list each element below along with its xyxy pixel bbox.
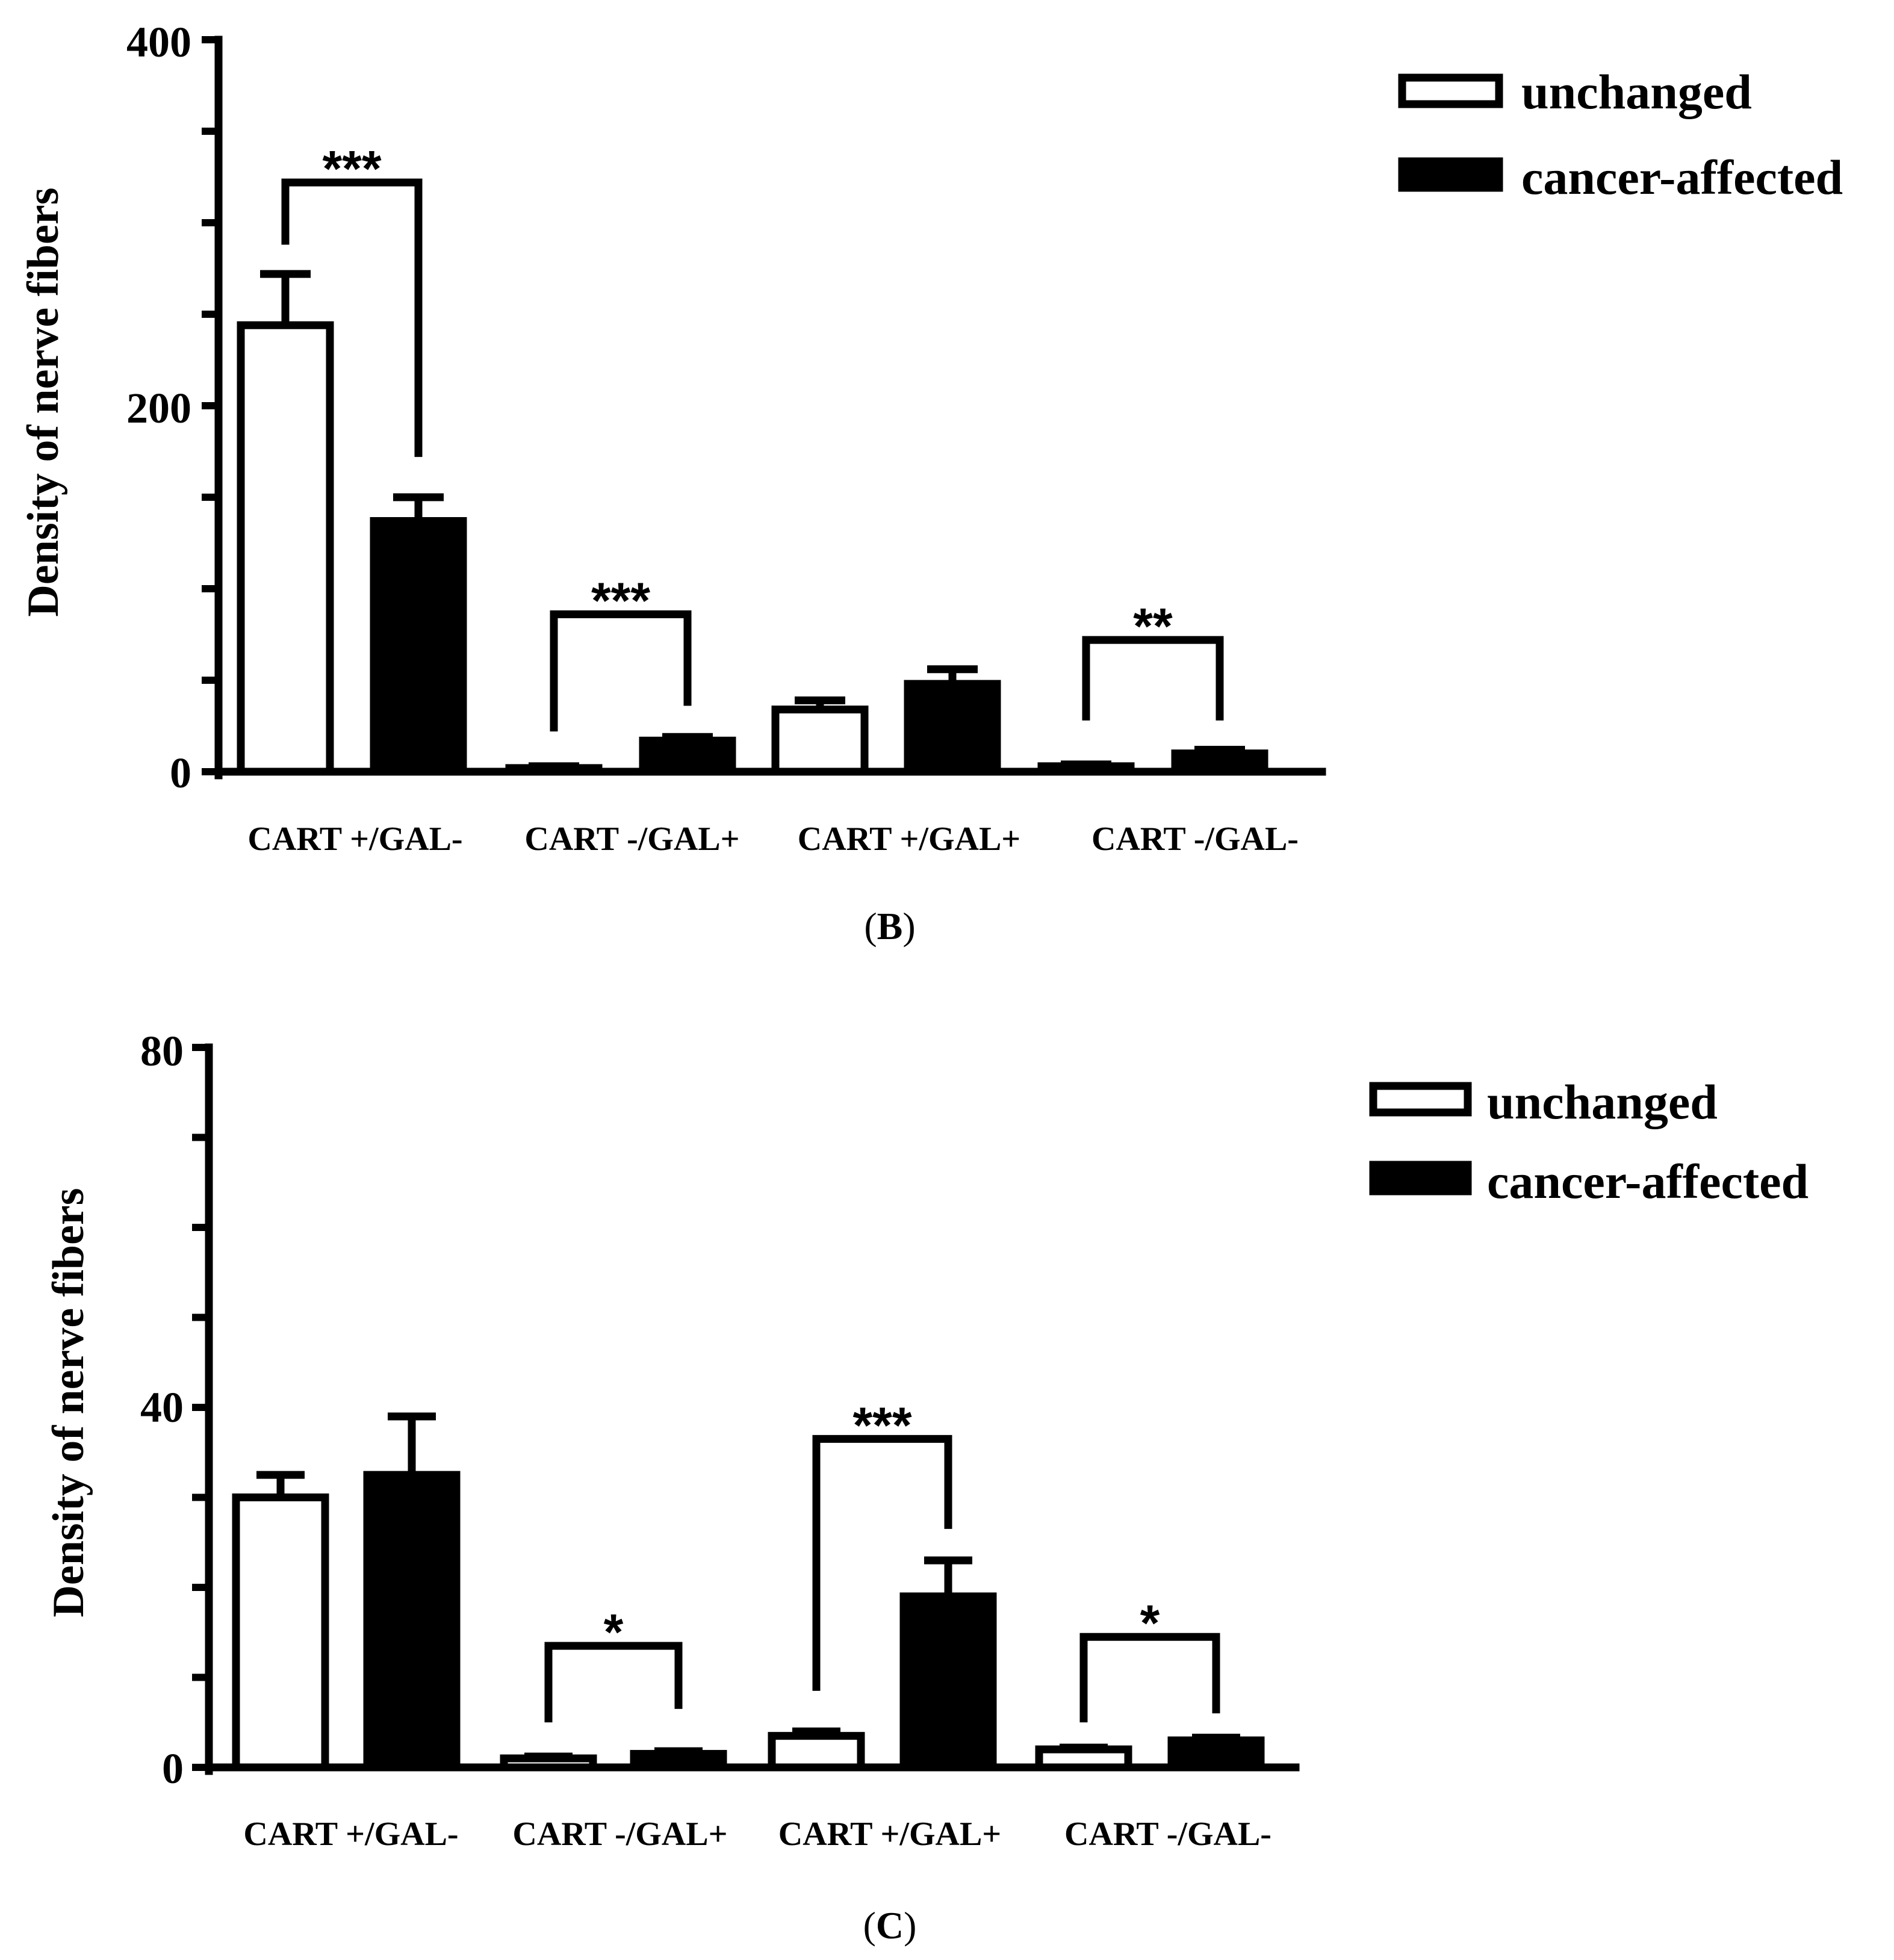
significance-label: * xyxy=(604,1604,624,1660)
bar-cancer-affected xyxy=(363,1471,461,1772)
legend-swatch-cancer-affected xyxy=(1398,157,1503,192)
error-bars xyxy=(256,1412,1240,1761)
y-tick-label: 200 xyxy=(126,384,191,432)
category-label: CART -/GAL+ xyxy=(512,1816,727,1853)
legend-label: unchanged xyxy=(1487,1075,1718,1129)
error-bars xyxy=(260,270,1245,771)
significance-brackets: ***** xyxy=(544,1397,1220,1723)
y-axis-title: Density of nerve fibers xyxy=(19,187,68,616)
bar-cancer-affected xyxy=(1167,1736,1265,1772)
significance-bracket xyxy=(550,610,692,732)
significance-bracket xyxy=(1082,636,1224,721)
significance-label: *** xyxy=(852,1397,911,1453)
significance-bracket xyxy=(544,1642,683,1723)
y-tick-label: 80 xyxy=(140,1027,184,1075)
significance-bracket xyxy=(1079,1633,1220,1723)
significance-brackets: ****** ** xyxy=(281,140,1224,732)
bar-marks xyxy=(237,321,1268,776)
bar-unchanged xyxy=(768,1732,865,1772)
legend-swatch-unchanged xyxy=(1369,1082,1472,1117)
category-label: CART +/GAL- xyxy=(243,1816,458,1853)
bar-unchanged xyxy=(232,1493,329,1772)
chart-panel-b: ****** ** 400 200 0 Density of nerve fibe… xyxy=(19,18,1843,947)
significance-bracket xyxy=(281,178,423,457)
category-label: CART -/GAL- xyxy=(1091,820,1299,858)
category-label: CART +/GAL- xyxy=(247,820,462,858)
bar-cancer-affected xyxy=(639,736,736,776)
category-label: CART +/GAL+ xyxy=(798,820,1020,858)
y-tick-label: 0 xyxy=(162,1744,184,1793)
bar-unchanged xyxy=(771,706,869,776)
panel-caption: (C) xyxy=(863,1904,917,1947)
y-tick-label: 0 xyxy=(170,749,191,797)
y-tick-label: 40 xyxy=(140,1383,184,1431)
bar-marks xyxy=(232,1471,1265,1772)
bar-cancer-affected xyxy=(370,517,467,776)
category-label: CART -/GAL- xyxy=(1064,1816,1271,1853)
significance-bracket xyxy=(812,1434,952,1691)
legend: unchanged cancer-affected xyxy=(1369,1075,1809,1209)
legend-label: unchanged xyxy=(1521,64,1752,119)
panel-caption: (B) xyxy=(864,905,915,947)
bar-cancer-affected xyxy=(904,680,1001,776)
category-label: CART -/GAL+ xyxy=(524,820,739,858)
y-axis-title: Density of nerve fibers xyxy=(44,1188,93,1617)
significance-label: *** xyxy=(322,140,381,197)
bar-unchanged xyxy=(237,321,334,776)
chart-panel-c: ***** 80 40 0 Density of nerve fibers CA… xyxy=(44,1027,1809,1947)
significance-label: * xyxy=(1140,1595,1160,1651)
legend-label: cancer-affected xyxy=(1487,1154,1809,1209)
significance-label: *** xyxy=(591,572,650,629)
significance-label: ** xyxy=(1133,598,1173,654)
legend: unchanged cancer-affected xyxy=(1398,64,1843,205)
category-label: CART +/GAL+ xyxy=(778,1816,1001,1853)
legend-label: cancer-affected xyxy=(1521,150,1843,205)
legend-swatch-cancer-affected xyxy=(1369,1161,1472,1196)
y-tick-label: 400 xyxy=(126,18,191,66)
legend-swatch-unchanged xyxy=(1398,73,1503,108)
bar-cancer-affected xyxy=(899,1592,997,1772)
